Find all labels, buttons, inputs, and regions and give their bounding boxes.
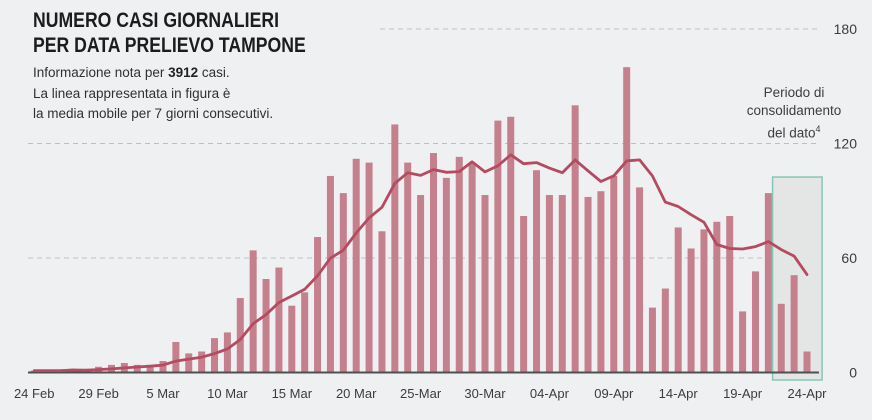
case-bar-22-Apr: [777, 303, 785, 373]
case-bar-21-Mar: [365, 162, 373, 373]
subtitle-prefix: Informazione nota per: [33, 65, 169, 80]
annotation-line-2: consolidamento: [746, 103, 842, 118]
x-tick-label-04-Apr: 04-Apr: [530, 386, 570, 401]
case-bar-2-Apr: [520, 216, 528, 373]
case-bar-10-Mar: [223, 332, 231, 373]
case-bar-5-Apr: [558, 195, 566, 373]
x-tick-label-14-Apr: 14-Apr: [659, 386, 699, 401]
case-bar-12-Apr: [648, 307, 656, 373]
known-cases-count: 3912: [168, 65, 199, 80]
case-bar-24-Mar: [404, 162, 412, 373]
case-bar-7-Apr: [584, 196, 592, 373]
case-bar-30-Mar: [481, 195, 489, 373]
x-tick-label-29-Feb: 29 Feb: [78, 386, 118, 401]
case-bar-9-Mar: [211, 338, 219, 373]
annotation-line-1: Periodo di: [763, 85, 825, 100]
case-bar-15-Apr: [687, 248, 695, 373]
case-bar-9-Apr: [610, 175, 618, 373]
page-title: NUMERO CASI GIORNALIERI PER DATA PRELIEVO…: [33, 8, 306, 58]
case-bar-25-Mar: [417, 195, 425, 373]
case-bar-3-Mar: [133, 364, 141, 373]
case-bar-3-Apr: [533, 170, 541, 373]
x-tick-label-30-Mar: 30-Mar: [464, 386, 506, 401]
case-bar-17-Apr: [713, 221, 721, 373]
case-bar-18-Mar: [326, 175, 334, 373]
case-bar-6-Mar: [172, 341, 180, 373]
case-bar-10-Apr: [623, 67, 631, 373]
case-bar-14-Mar: [275, 267, 283, 373]
case-bar-23-Apr: [790, 275, 798, 373]
case-bar-17-Mar: [314, 237, 322, 373]
case-bar-20-Apr: [751, 271, 759, 373]
x-tick-label-24-Apr: 24-Apr: [787, 386, 827, 401]
case-bar-13-Apr: [661, 288, 669, 373]
case-bar-22-Mar: [378, 231, 386, 373]
x-tick-label-19-Apr: 19-Apr: [723, 386, 763, 401]
x-tick-label-20-Mar: 20 Mar: [336, 386, 377, 401]
x-tick-label-5-Mar: 5 Mar: [146, 386, 180, 401]
case-bar-16-Apr: [700, 229, 708, 373]
case-bar-31-Mar: [494, 120, 502, 373]
case-bar-6-Apr: [571, 105, 579, 373]
case-bar-8-Mar: [198, 351, 206, 373]
case-bar-11-Apr: [636, 187, 644, 373]
moving-average-line: [32, 153, 809, 373]
case-bar-21-Apr: [764, 193, 772, 373]
case-bar-23-Mar: [391, 124, 399, 373]
y-axis-label-120: 120: [834, 136, 858, 152]
y-axis-label-60: 60: [841, 250, 857, 266]
case-bar-16-Mar: [301, 292, 309, 373]
case-bar-1-Apr: [507, 116, 515, 373]
case-bar-4-Apr: [545, 195, 553, 373]
title-line-1: NUMERO CASI GIORNALIERI: [33, 9, 279, 32]
chart-subtitle: Informazione nota per 3912 casi. La linea…: [33, 63, 273, 125]
subtitle-line-3: la media mobile per 7 giorni consecutivi…: [33, 106, 274, 121]
case-bar-12-Mar: [249, 250, 257, 373]
case-bar-14-Apr: [674, 227, 682, 373]
case-bar-15-Mar: [288, 305, 296, 373]
case-bar-19-Apr: [739, 311, 747, 373]
case-bar-11-Mar: [236, 298, 244, 373]
x-tick-label-25-Mar: 25-Mar: [400, 386, 442, 401]
case-bar-13-Mar: [262, 278, 270, 373]
case-bar-24-Apr: [803, 351, 811, 373]
x-tick-label-24-Feb: 24 Feb: [14, 386, 54, 401]
case-bar-7-Mar: [185, 353, 193, 373]
subtitle-suffix: casi.: [198, 65, 230, 80]
annotation-line-3: del dato: [767, 125, 816, 141]
case-bar-29-Mar: [468, 162, 476, 373]
consolidation-period-label: Periodo di consolidamento del dato4: [724, 84, 864, 143]
case-bar-28-Mar: [455, 156, 463, 373]
case-bar-5-Mar: [159, 361, 167, 373]
title-line-2: PER DATA PRELIEVO TAMPONE: [33, 34, 306, 57]
case-bar-19-Mar: [339, 193, 347, 373]
y-axis-label-0: 0: [849, 365, 857, 381]
case-bar-4-Mar: [146, 364, 154, 373]
x-tick-label-15-Mar: 15 Mar: [272, 386, 313, 401]
case-bar-27-Mar: [442, 177, 450, 373]
footnote-marker: 4: [815, 124, 821, 134]
case-bar-18-Apr: [726, 216, 734, 373]
x-tick-label-10-Mar: 10 Mar: [207, 386, 248, 401]
y-axis-label-180: 180: [834, 21, 858, 37]
case-bar-8-Apr: [597, 191, 605, 373]
case-bar-20-Mar: [352, 158, 360, 373]
subtitle-line-2: La linea rappresentata in figura è: [33, 85, 231, 101]
x-tick-label-09-Apr: 09-Apr: [594, 386, 634, 401]
case-bar-26-Mar: [429, 153, 437, 373]
